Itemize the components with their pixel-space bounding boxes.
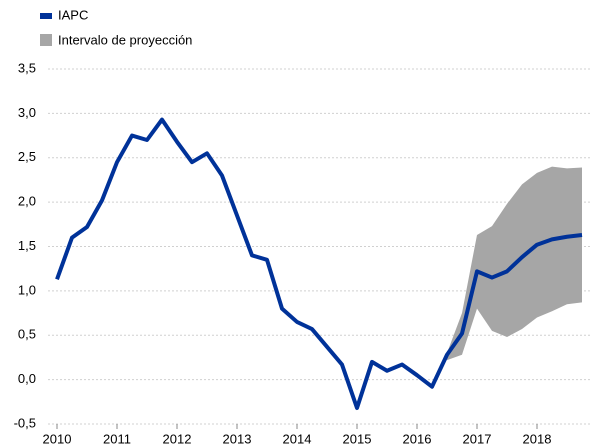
y-tick-label: 3,5 [18,60,36,75]
legend-swatch-band [40,34,52,46]
y-tick-label: 3,0 [18,105,36,120]
y-tick-label: 1,5 [18,238,36,253]
x-tick-label: 2014 [283,431,312,446]
x-tick-label: 2010 [43,431,72,446]
y-tick-label: -0,5 [14,415,36,430]
y-tick-label: 1,0 [18,282,36,297]
x-tick-label: 2011 [103,431,131,446]
y-tick-label: 2,5 [18,149,36,164]
x-tick-label: 2018 [523,431,552,446]
x-tick-label: 2016 [403,431,432,446]
legend-swatch-line [40,13,52,19]
y-tick-label: 0,0 [18,371,36,386]
legend-label: Intervalo de proyección [58,32,192,47]
y-tick-label: 2,0 [18,194,36,209]
y-tick-label: 0,5 [18,327,36,342]
legend-label: IAPC [58,7,88,22]
x-tick-label: 2013 [223,431,252,446]
series-line [55,117,583,411]
x-tick-label: 2015 [343,431,372,446]
x-tick-label: 2017 [463,431,492,446]
x-tick-label: 2012 [163,431,192,446]
